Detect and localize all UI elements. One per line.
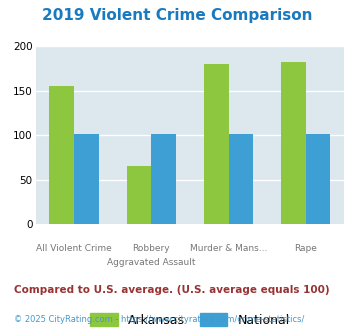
Bar	[229, 134, 253, 224]
Text: 2019 Violent Crime Comparison: 2019 Violent Crime Comparison	[42, 8, 313, 23]
Bar	[49, 86, 74, 224]
Bar	[127, 166, 151, 224]
Legend: Arkansas, National: Arkansas, National	[90, 313, 290, 327]
Bar	[204, 64, 229, 224]
Text: Compared to U.S. average. (U.S. average equals 100): Compared to U.S. average. (U.S. average …	[14, 285, 330, 295]
Text: All Violent Crime: All Violent Crime	[36, 244, 112, 253]
Text: © 2025 CityRating.com - https://www.cityrating.com/crime-statistics/: © 2025 CityRating.com - https://www.city…	[14, 315, 305, 324]
Text: Robbery: Robbery	[132, 244, 170, 253]
Bar	[281, 62, 306, 224]
Text: Aggravated Assault: Aggravated Assault	[107, 258, 196, 267]
Bar	[74, 134, 99, 224]
Text: Murder & Mans...: Murder & Mans...	[190, 244, 267, 253]
Text: Rape: Rape	[294, 244, 317, 253]
Bar	[306, 134, 331, 224]
Bar	[151, 134, 176, 224]
